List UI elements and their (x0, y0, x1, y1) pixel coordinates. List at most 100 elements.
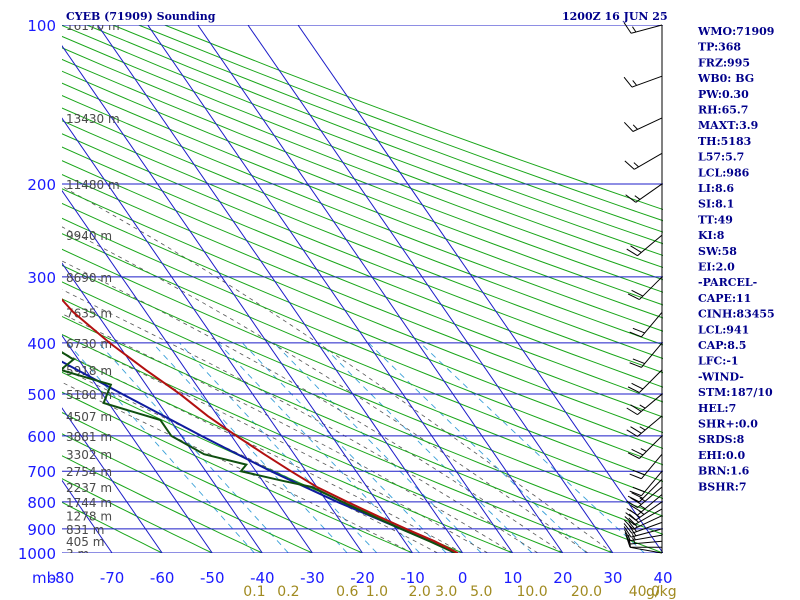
wind-barb (629, 311, 663, 338)
temperature-tick-label: -20 (350, 569, 375, 587)
wind-barb-flag (626, 248, 638, 257)
wind-barb-flag (632, 327, 645, 334)
pressure-tick-label: 500 (27, 386, 56, 404)
dry-adiabat-line (62, 233, 663, 483)
chart-datetime: 1200Z 16 JUN 25 (562, 10, 668, 23)
mixing-ratio-tick-label: 2.0 (409, 584, 431, 600)
mixing-ratio-axis: 0.1 0.2 0.6 1.0 2.0 3.0 5.0 10.0 20.0 40.0g/kg (243, 584, 676, 600)
wind-barb-flag (629, 490, 642, 497)
dry-adiabat-line (62, 455, 263, 553)
wind-barb-staff (630, 534, 663, 542)
sounding-index-text: CAP:8.5 (698, 339, 746, 352)
wind-barb-staff (634, 508, 663, 526)
wind-barb-flag (629, 473, 642, 480)
wind-barb-flag (626, 508, 638, 516)
wind-barb-staff (634, 152, 663, 170)
height-label: 3 m (66, 547, 89, 561)
height-label: 6730 m (66, 337, 112, 351)
wind-barb-flag (624, 516, 635, 526)
temperature-tick-label: -10 (400, 569, 425, 587)
wind-barb-staff (635, 183, 663, 203)
wind-barb (624, 529, 663, 542)
wind-barb (629, 342, 663, 368)
isotherm-line (247, 25, 614, 553)
sounding-index-text: BRN:1.6 (698, 465, 750, 478)
dry-adiabat-line (86, 25, 663, 245)
wind-barb-staff (641, 453, 663, 480)
wind-barb-flag (630, 426, 642, 434)
wind-barb-flag (629, 362, 642, 368)
dry-adiabat-line (62, 160, 663, 403)
mixing-ratio-tick-label: 0.6 (336, 584, 358, 600)
dry-adiabat-line (62, 433, 313, 553)
sounding-index-text: -PARCEL- (698, 276, 757, 289)
pressure-tick-label: 700 (27, 463, 56, 481)
isotherm-line (62, 117, 363, 553)
dry-adiabat-line (62, 82, 663, 319)
dewpoint-trace (62, 351, 456, 553)
sounding-index-text: RH:65.7 (698, 104, 748, 117)
wind-barb (623, 521, 663, 534)
wind-barb-flag (630, 504, 642, 513)
moist-adiabat-line (62, 226, 589, 553)
wind-profile (623, 22, 663, 554)
wind-barb (627, 276, 663, 300)
dry-adiabat-line (62, 248, 663, 500)
dry-adiabat-line (112, 25, 663, 233)
wind-barb (626, 486, 663, 509)
wind-barb-flag (628, 517, 638, 528)
dry-adiabat-line (62, 478, 213, 553)
dry-adiabat-line (62, 47, 663, 281)
dry-adiabat-line (62, 391, 413, 553)
wind-barb-flag (632, 486, 645, 493)
wind-barb-half-flag (634, 195, 641, 200)
dry-adiabat-line (62, 412, 363, 553)
mixing-ratio-unit: g/kg (646, 584, 677, 600)
isotherm-line (197, 25, 564, 553)
mixing-ratio-tick-label: 0.1 (243, 584, 265, 600)
moist-adiabat-line (62, 381, 413, 553)
wind-barb-flag (627, 293, 640, 300)
wind-barb-flag (625, 194, 637, 203)
dry-adiabat-line (62, 94, 663, 332)
wind-barb-staff (639, 435, 663, 459)
temperature-line (62, 298, 459, 553)
wind-barb-flag (627, 495, 640, 503)
dry-adiabat-line (62, 146, 663, 388)
wind-barb-flag (623, 121, 634, 132)
wind-barb-staff (641, 311, 663, 338)
wind-barb-staff (632, 515, 663, 530)
wind-barb-half-flag (639, 426, 646, 431)
wind-barb-staff (631, 521, 663, 534)
wind-barb-staff (630, 528, 663, 538)
dry-adiabat-line (62, 315, 614, 553)
dry-adiabat-line (62, 298, 663, 553)
sounding-index-text: SRDS:8 (698, 433, 745, 446)
height-label: 4507 m (66, 410, 112, 424)
wind-barb-staff (639, 369, 663, 393)
dry-adiabat-line (62, 133, 663, 374)
dry-adiabat-line (62, 58, 663, 293)
temperature-axis: mb-80 -70 -60 -50 -40 -30 -20 -10 0 10 20 30 40 (32, 569, 673, 587)
temperature-trace (62, 298, 459, 553)
temperature-tick-label: 30 (603, 569, 622, 587)
wind-barb-staff (639, 276, 663, 300)
height-label: 11480 m (66, 178, 120, 192)
wind-barb-half-flag (631, 534, 636, 541)
mixing-ratio-tick-label: 10.0 (516, 584, 547, 600)
wind-barb-half-flag (632, 124, 638, 130)
sounding-index-text: MAXT:3.9 (698, 119, 758, 132)
sounding-index-text: STM:187/10 (698, 386, 773, 399)
wind-barb-staff (641, 342, 663, 368)
dry-adiabat-line (62, 120, 663, 360)
dry-adiabat-line (62, 264, 663, 517)
wind-barb-flag (626, 407, 638, 416)
wind-barb-flag (628, 524, 637, 537)
dewpoint-line (62, 351, 456, 553)
wind-barb-flag (630, 404, 642, 412)
chart-title: CYEB (71909) Sounding (66, 10, 216, 23)
wind-barb (623, 75, 663, 88)
wind-barb-half-flag (632, 537, 636, 544)
mixing-ratio-line (242, 342, 447, 553)
